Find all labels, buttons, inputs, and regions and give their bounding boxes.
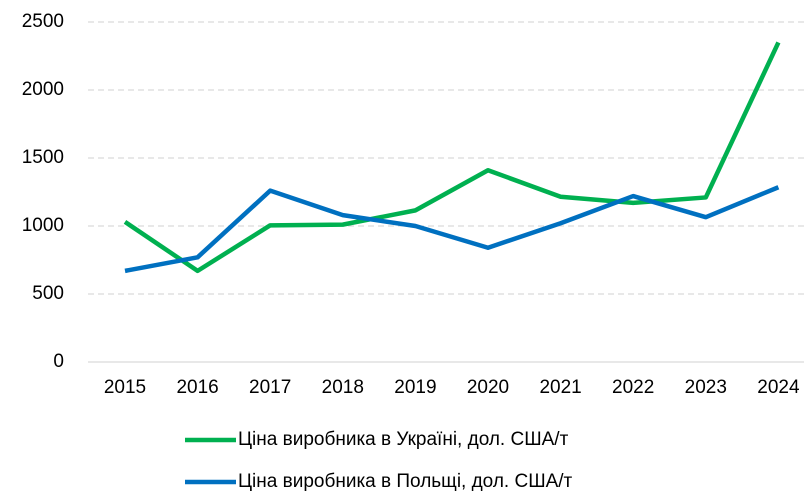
- data-line: [124, 185, 780, 274]
- x-tick-label: 2020: [467, 377, 509, 398]
- y-tick-label: 2500: [22, 11, 64, 32]
- y-tick-label: 2000: [22, 79, 64, 100]
- x-tick-label: 2016: [176, 377, 218, 398]
- x-tick-label: 2023: [685, 377, 727, 398]
- y-tick-label: 500: [32, 283, 64, 304]
- y-tick-label: 1500: [22, 147, 64, 168]
- x-tick-label: 2024: [757, 377, 800, 398]
- x-tick-label: 2019: [394, 377, 436, 398]
- x-tick-label: 2015: [104, 377, 146, 398]
- legend-label: Ціна виробника в Україні, дол. США/т: [238, 429, 569, 450]
- x-tick-label: 2021: [539, 377, 581, 398]
- x-tick-label: 2017: [249, 377, 291, 398]
- y-tick-label: 1000: [22, 215, 64, 236]
- x-tick-label: 2018: [322, 377, 364, 398]
- x-tick-label: 2022: [612, 377, 654, 398]
- y-tick-label: 0: [53, 351, 64, 372]
- legend-label: Ціна виробника в Польщі, дол. США/т: [238, 471, 573, 492]
- data-line: [123, 41, 781, 274]
